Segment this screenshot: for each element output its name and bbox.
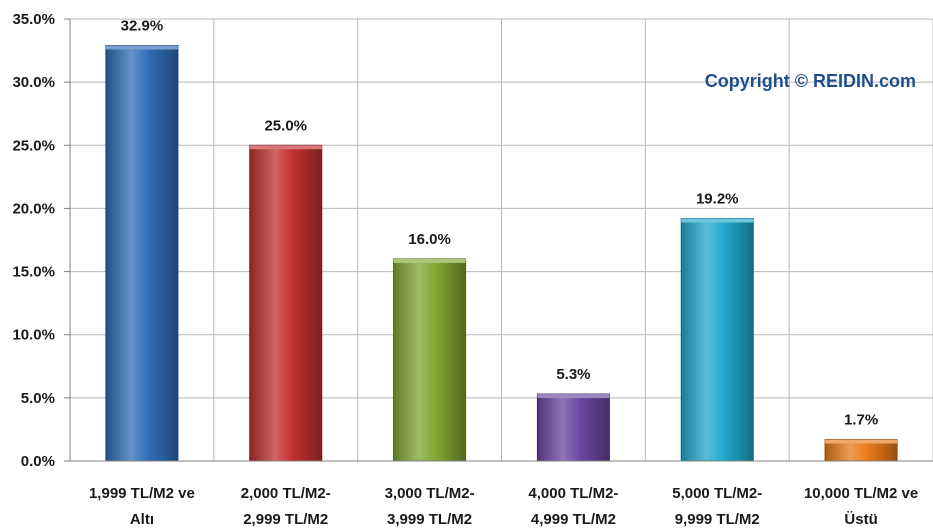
bar-top-highlight: [681, 218, 754, 223]
category-label: 5,000 TL/M2-: [672, 485, 762, 502]
x-axis: 1,999 TL/M2 ve Altı 2,000 TL/M2- 2,999 TL/M…: [70, 460, 933, 528]
grid-lines: [69, 18, 933, 462]
y-tick-label: 25.0%: [12, 137, 55, 154]
category-label: 9,999 TL/M2: [675, 511, 760, 528]
bars: [105, 45, 898, 462]
category-label: 3,999 TL/M2: [387, 511, 472, 528]
y-tick-label: 20.0%: [12, 200, 55, 217]
category-label: Üstü: [844, 511, 877, 528]
y-tick-label: 15.0%: [12, 264, 55, 281]
data-label: 16.0%: [408, 231, 451, 248]
data-label: 1.7%: [844, 412, 878, 429]
category-label: Altı: [130, 511, 154, 528]
category-label: 1,999 TL/M2 ve: [89, 485, 195, 502]
category-label: 2,999 TL/M2: [243, 511, 328, 528]
copyright-annotation: Copyright © REIDIN.com: [705, 71, 916, 91]
bar: [680, 218, 754, 462]
category-label: 4,000 TL/M2-: [528, 485, 618, 502]
y-axis: 0.0% 5.0% 10.0% 15.0% 20.0% 25.0% 30.0% 35.0%: [12, 11, 71, 470]
category-label: 3,000 TL/M2-: [385, 485, 475, 502]
data-label: 32.9%: [121, 18, 164, 35]
bar: [536, 393, 610, 462]
category-label: 4,999 TL/M2: [531, 511, 616, 528]
bar-top-highlight: [249, 145, 322, 150]
y-tick-label: 30.0%: [12, 74, 55, 91]
bar: [393, 258, 467, 462]
bar-top-highlight: [105, 45, 178, 50]
data-label: 25.0%: [264, 117, 307, 134]
bar-top-highlight: [393, 258, 466, 263]
y-tick-label: 5.0%: [21, 390, 55, 407]
y-tick-label: 35.0%: [12, 11, 55, 28]
category-label: 2,000 TL/M2-: [241, 485, 331, 502]
data-label: 5.3%: [556, 366, 590, 383]
category-label: 10,000 TL/M2 ve: [804, 485, 918, 502]
bar-top-highlight: [537, 394, 610, 399]
bar: [105, 45, 179, 462]
bar: [249, 144, 323, 462]
data-labels: 32.9% 25.0% 16.0% 5.3% 19.2% 1.7%: [121, 18, 879, 429]
y-tick-label: 10.0%: [12, 327, 55, 344]
data-label: 19.2%: [696, 191, 739, 208]
y-tick-label: 0.0%: [21, 453, 55, 470]
bar-top-highlight: [825, 439, 898, 444]
